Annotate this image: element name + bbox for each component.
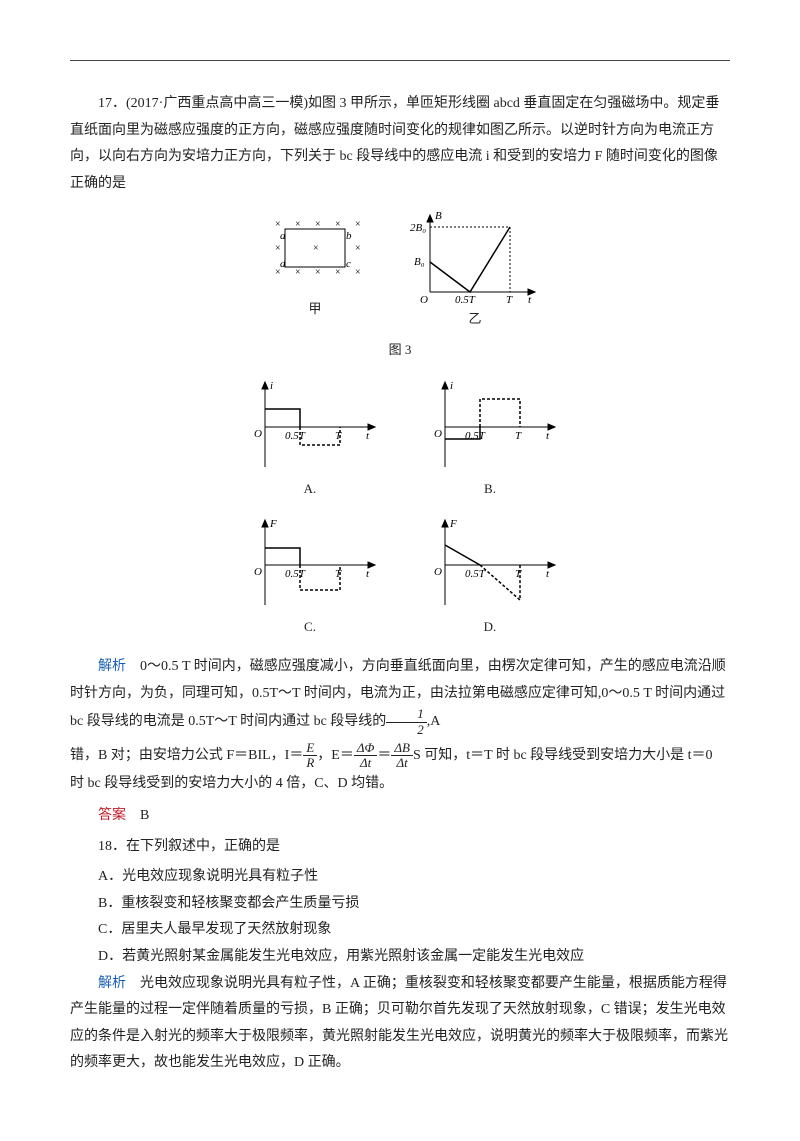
label-yi: 乙 — [410, 307, 540, 332]
option-A-fig: i O 0.5T T t A. — [240, 377, 380, 502]
label-jia: 甲 — [260, 297, 370, 322]
svg-text:O: O — [254, 428, 262, 440]
svg-text:×: × — [355, 243, 361, 254]
svg-text:t: t — [546, 430, 550, 442]
axis-B: B — [435, 210, 442, 222]
svg-text:×: × — [355, 267, 361, 278]
loop-b: b — [346, 230, 352, 242]
axis-T1: T — [506, 294, 513, 306]
q18-optC: C．居里夫人最早发现了天然放射现象 — [70, 917, 730, 944]
svg-text:O: O — [434, 566, 442, 578]
q18-optA: A．光电效应现象说明光具有粒子性 — [70, 864, 730, 891]
q17-analysis-p1: 解析 0～0.5 T 时间内，磁感应强度减小，方向垂直纸面向里，由楞次定律可知，… — [70, 654, 730, 737]
q17-source: (2017·广西重点高中高三一模) — [126, 96, 308, 111]
svg-text:F: F — [449, 518, 457, 530]
q17-answer: 答案 B — [70, 803, 730, 830]
option-C-fig: F O 0.5T T t C. — [240, 515, 380, 640]
top-rule — [70, 60, 730, 61]
q17-stem: 17．(2017·广西重点高中高三一模)如图 3 甲所示，单匝矩形线圈 abcd… — [70, 91, 730, 197]
option-D-fig: F O 0.5T T t D. — [420, 515, 560, 640]
options-row2: F O 0.5T T t C. F — [70, 515, 730, 640]
fig-jia: ××××× ××× ××××× a b c d 甲 — [260, 207, 370, 332]
q18-optD: D．若黄光照射某金属能发生光电效应，用紫光照射该金属一定能发生光电效应 — [70, 944, 730, 971]
svg-text:t: t — [366, 430, 370, 442]
svg-text:t: t — [546, 568, 550, 580]
answer-label: 答案 — [98, 808, 126, 823]
fig-yi: B 2B₀ B₀ O 0.5T T t 乙 — [410, 207, 540, 332]
svg-text:O: O — [434, 428, 442, 440]
svg-text:T: T — [515, 430, 522, 442]
svg-text:O: O — [254, 566, 262, 578]
axis-B0: B₀ — [414, 256, 425, 268]
svg-text:0.5T: 0.5T — [285, 568, 306, 580]
axis-05T1: 0.5T — [455, 294, 476, 306]
axis-O1: O — [420, 294, 428, 306]
svg-text:×: × — [275, 219, 281, 230]
svg-text:×: × — [295, 267, 301, 278]
svg-text:F: F — [269, 518, 277, 530]
svg-text:0.5T: 0.5T — [285, 430, 306, 442]
svg-text:×: × — [335, 219, 341, 230]
q17-number: 17． — [98, 96, 126, 111]
svg-text:i: i — [270, 380, 273, 392]
loop-d: d — [280, 258, 286, 270]
q18-number: 18． — [98, 839, 126, 854]
axis-2B0: 2B₀ — [410, 222, 426, 234]
svg-text:×: × — [295, 219, 301, 230]
q18-stem: 18．在下列叙述中，正确的是 — [70, 834, 730, 861]
q18-optB: B．重核裂变和轻核聚变都会产生质量亏损 — [70, 891, 730, 918]
svg-text:t: t — [366, 568, 370, 580]
analysis-label-2: 解析 — [98, 976, 126, 991]
analysis-label: 解析 — [98, 659, 126, 674]
label-B: B. — [420, 477, 560, 502]
svg-text:×: × — [315, 267, 321, 278]
svg-text:×: × — [275, 243, 281, 254]
label-D: D. — [420, 615, 560, 640]
figure-3: ××××× ××× ××××× a b c d 甲 — [70, 207, 730, 362]
loop-a: a — [280, 230, 286, 242]
label-A: A. — [240, 477, 380, 502]
svg-text:×: × — [313, 243, 319, 254]
q17-analysis-p2: 错，B 对；由安培力公式 F＝BIL，I＝ER，E＝ΔΦΔt＝ΔBΔtS 可知，… — [70, 741, 730, 797]
loop-c: c — [346, 258, 351, 270]
svg-text:×: × — [355, 219, 361, 230]
fig3-caption: 图 3 — [70, 338, 730, 363]
axis-t1: t — [528, 294, 532, 306]
svg-text:0.5T: 0.5T — [465, 568, 486, 580]
svg-text:0.5T: 0.5T — [465, 430, 486, 442]
label-C: C. — [240, 615, 380, 640]
option-B-fig: i O 0.5T T t B. — [420, 377, 560, 502]
options-row1: i O 0.5T T t A. — [70, 377, 730, 502]
svg-text:T: T — [335, 568, 342, 580]
svg-text:T: T — [335, 430, 342, 442]
svg-text:i: i — [450, 380, 453, 392]
svg-text:×: × — [315, 219, 321, 230]
svg-text:T: T — [515, 568, 522, 580]
q18-analysis: 解析 光电效应现象说明光具有粒子性，A 正确；重核裂变和轻核聚变都要产生能量，根… — [70, 971, 730, 1077]
svg-text:×: × — [335, 267, 341, 278]
